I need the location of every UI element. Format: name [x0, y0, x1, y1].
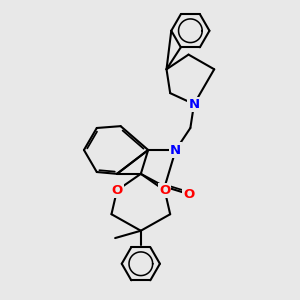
Text: O: O: [111, 184, 123, 197]
Text: O: O: [159, 184, 170, 197]
Text: N: N: [188, 98, 200, 111]
Text: N: N: [170, 143, 181, 157]
Text: O: O: [183, 188, 194, 200]
